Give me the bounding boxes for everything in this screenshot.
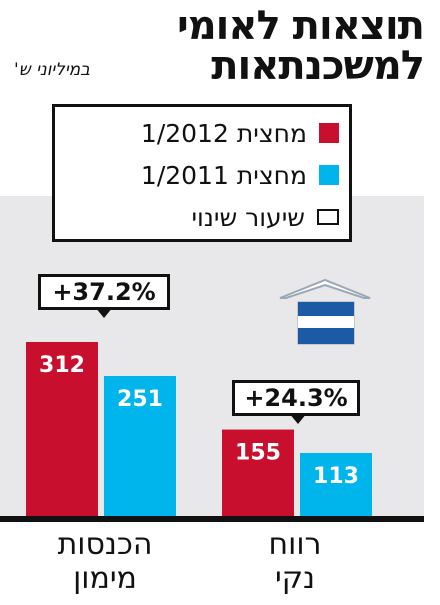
legend-swatch-red [319,123,339,143]
legend: מחצית 1/2012 מחצית 1/2011 שיעור שינוי [52,104,352,242]
bar-value-profit-2012: 155 [235,441,281,466]
bar-profit-2011 [300,452,372,516]
legend-item-change: שיעור שינוי [65,197,339,237]
chart-title-line-1: תוצאות לאומי [176,3,425,49]
legend-label-2012: מחצית 1/2012 [140,118,307,148]
legend-swatch-cyan [319,165,339,185]
bar-value-financing-2011: 251 [117,387,163,412]
change-label-profit: +24.3% [244,384,348,412]
chart-title-line-2: למשכנתאות [211,43,425,89]
chart-subtitle: במיליוני ש' [14,60,91,80]
bar-financing-2011 [104,376,176,516]
change-callout-profit: +24.3% [232,380,360,424]
chart-baseline [0,516,424,522]
speech-bubble-icon [317,209,339,225]
legend-item-2012: מחצית 1/2012 [65,113,339,153]
legend-label-2011: מחצית 1/2011 [140,160,307,190]
category-label-profit-line2: נקי [274,561,315,596]
bar-profit-2012 [222,429,294,516]
category-label-financing-line1: הכנסות [57,527,153,562]
bar-financing-2012 [26,342,98,516]
legend-item-2011: מחצית 1/2011 [65,155,339,195]
bank-house-logo-icon [279,278,371,345]
category-label-profit-line1: רווח [268,527,322,562]
bar-value-financing-2012: 312 [39,353,85,378]
category-label-financing-line2: מימון [73,561,137,596]
category-label-profit: רווח נקי [220,528,370,596]
category-label-financing: הכנסות מימון [30,528,180,596]
change-label-financing: +37.2% [52,278,156,306]
legend-label-change: שיעור שינוי [191,202,305,232]
change-callout-financing: +37.2% [38,274,170,318]
bar-value-profit-2011: 113 [313,464,359,489]
